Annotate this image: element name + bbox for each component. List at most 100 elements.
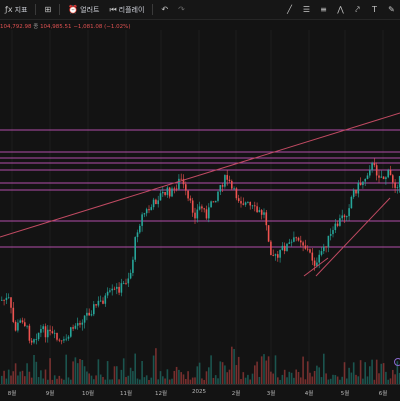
time-label: 3월 (267, 389, 276, 397)
candle-body (22, 320, 24, 322)
fib-channel-icon[interactable]: ≡ (315, 5, 332, 14)
candle-body (295, 237, 297, 238)
time-axis[interactable]: 8월 9월 10월 11월 12월 2025 2월 3월 4월 5월 6월 (0, 384, 400, 401)
pattern-icon[interactable]: ⋀ (332, 5, 349, 14)
candle-body (374, 163, 376, 165)
candle-body (93, 304, 95, 314)
volume-bar (268, 356, 270, 384)
candle-body (36, 339, 38, 340)
replay-button[interactable]: ⏮ 리플레이 (104, 0, 149, 19)
price-chart[interactable] (0, 30, 400, 384)
candle-body (220, 185, 222, 192)
candle-body (275, 254, 277, 255)
candle-body (367, 175, 369, 178)
candle-body (42, 326, 44, 329)
indicator-icon: ƒx (5, 5, 13, 14)
volume-bar (162, 376, 164, 384)
time-label: 8월 (8, 389, 17, 397)
candle-body (383, 177, 385, 179)
undo-button[interactable]: ↶ (156, 0, 173, 19)
volume-bar (259, 377, 261, 384)
volume-bars (1, 347, 400, 384)
candle-body (10, 297, 12, 307)
candle-body (394, 182, 396, 188)
volume-bar (270, 372, 272, 384)
redo-button[interactable]: ↷ (173, 0, 190, 19)
volume-bar (167, 369, 169, 384)
candle-body (72, 327, 74, 328)
volume-bar (1, 376, 3, 384)
candle-body (47, 330, 49, 338)
volume-bar (155, 348, 157, 384)
candle-body (332, 230, 334, 234)
volume-bar (8, 370, 10, 384)
volume-bar (132, 371, 134, 384)
candle-body (277, 254, 279, 258)
text-icon[interactable]: T (366, 5, 383, 14)
volume-bar (98, 359, 100, 384)
volume-bar (82, 360, 84, 384)
candle-body (95, 304, 97, 305)
candle-body (128, 278, 130, 283)
layout-button[interactable]: ⊞ (39, 0, 56, 19)
volume-bar (199, 363, 201, 384)
arrow-icon[interactable]: ⤤ (349, 5, 366, 15)
volume-bar (91, 376, 93, 384)
time-label: 6월 (379, 389, 388, 397)
candle-body (268, 225, 270, 241)
candle-body (236, 188, 238, 198)
candle-body (153, 200, 155, 207)
candle-body (45, 326, 47, 337)
volume-bar (33, 355, 35, 384)
candle-body (305, 245, 307, 248)
volume-bar (323, 354, 325, 384)
volume-bar (59, 376, 61, 384)
time-label: 5월 (341, 389, 350, 397)
volume-bar (307, 361, 309, 384)
candle-body (208, 207, 210, 218)
candle-body (185, 184, 187, 190)
volume-bar (65, 355, 67, 384)
volume-bar (358, 376, 360, 384)
volume-bar (79, 359, 81, 384)
volume-bar (243, 372, 245, 384)
alert-button[interactable]: ⏰ 얼러트 (63, 0, 104, 19)
candle-body (261, 210, 263, 215)
volume-bar (19, 372, 21, 384)
trend-lines[interactable] (0, 113, 400, 366)
volume-bar (146, 375, 148, 384)
volume-bar (144, 377, 146, 384)
horizontal-line-icon[interactable]: ☰ (298, 5, 315, 14)
volume-bar (266, 361, 268, 384)
volume-bar (38, 377, 40, 384)
candle-body (171, 188, 173, 196)
volume-bar (134, 354, 136, 384)
candle-body (325, 246, 327, 247)
candle-body (70, 327, 72, 336)
volume-bar (125, 377, 127, 384)
candle-body (176, 189, 178, 190)
candle-body (233, 188, 235, 189)
candle-body (323, 246, 325, 251)
time-label: 12월 (155, 389, 167, 397)
volume-bar (114, 366, 116, 384)
candle-body (270, 242, 272, 255)
candle-body (348, 208, 350, 216)
volume-bar (335, 375, 337, 384)
indicators-button[interactable]: ƒx 지표 (0, 0, 32, 19)
candle-body (157, 200, 159, 204)
candle-body (91, 314, 93, 315)
volume-bar (355, 375, 357, 384)
candle-body (15, 322, 17, 331)
volume-bar (233, 349, 235, 384)
candle-body (229, 180, 231, 181)
volume-bar (68, 377, 70, 384)
candle-body (125, 283, 127, 284)
volume-bar (174, 371, 176, 384)
candlesticks (1, 159, 400, 346)
volume-bar (153, 356, 155, 384)
volume-bar (121, 370, 123, 384)
volume-bar (254, 365, 256, 384)
brush-icon[interactable]: ✎ (383, 5, 400, 14)
trend-line-icon[interactable]: ╱ (281, 5, 298, 14)
